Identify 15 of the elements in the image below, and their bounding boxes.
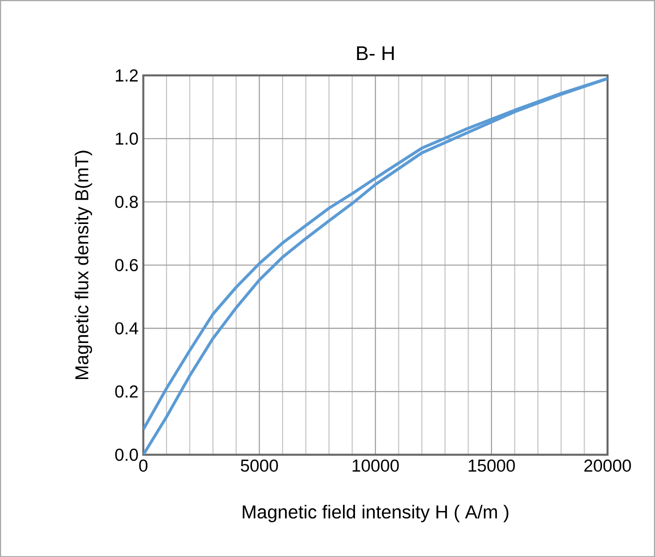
x-axis-title: Magnetic field intensity H ( A/m ) <box>242 504 508 522</box>
x-tick-label: 10000 <box>352 459 399 472</box>
y-tick-label: 0.6 <box>115 258 138 272</box>
y-tick-label: 0.8 <box>115 196 138 208</box>
x-tick-label: 20000 <box>584 459 631 472</box>
x-tick-label: 0 <box>139 459 148 472</box>
y-tick-label: 0.2 <box>115 385 138 398</box>
chart-title: B- H <box>357 46 394 60</box>
x-tick-label: 5000 <box>240 459 278 472</box>
x-tick-label: 15000 <box>468 459 515 472</box>
y-tick-label: 1.0 <box>116 132 138 145</box>
y-tick-label: 1.2 <box>116 69 138 82</box>
y-tick-label: 0.4 <box>115 322 138 334</box>
y-tick-label: 0.0 <box>115 448 138 461</box>
y-axis-title: Magnetic flux density B(mT) <box>74 150 92 379</box>
